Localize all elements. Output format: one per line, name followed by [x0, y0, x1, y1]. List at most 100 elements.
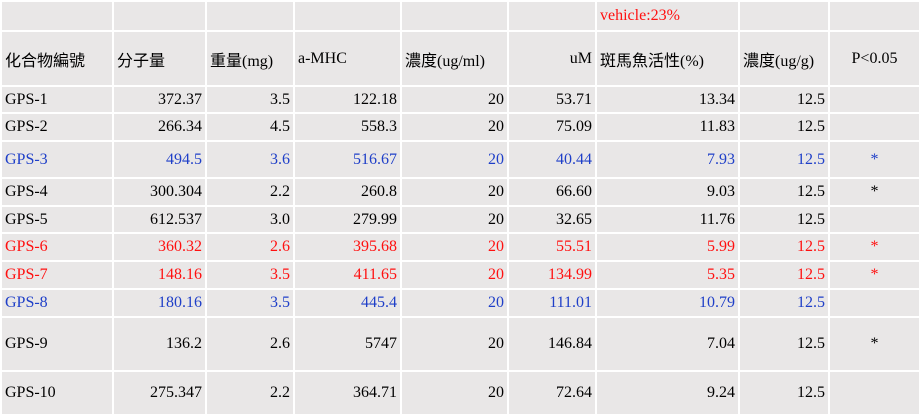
- header-row: 化合物編號 分子量 重量(mg) a-MHC 濃度(ug/ml) uM 斑馬魚活性(%) 濃度…: [0, 30, 919, 87]
- cell: 558.3: [293, 112, 402, 142]
- column-header: 濃度(ug/ml): [400, 30, 509, 87]
- cell: 13.34: [595, 85, 740, 114]
- cell: 20: [400, 177, 509, 207]
- cell: 75.09: [507, 112, 597, 142]
- cell: GPS-8: [0, 288, 114, 318]
- cell: 55.51: [507, 232, 597, 262]
- cell: 12.5: [738, 177, 830, 207]
- data-row: GPS-8 180.16 3.5 445.4 20 111.01 10.79 12.5: [0, 288, 919, 318]
- cell: [507, 0, 597, 32]
- cell: [828, 0, 919, 32]
- cell: [400, 0, 509, 32]
- cell: 20: [400, 112, 509, 142]
- cell: 9.24: [595, 370, 740, 416]
- cell: 20: [400, 232, 509, 262]
- cell: 11.83: [595, 112, 740, 142]
- cell: [828, 85, 919, 114]
- cell: 9.03: [595, 177, 740, 207]
- significance: *: [828, 140, 919, 179]
- cell: [112, 0, 207, 32]
- cell: GPS-1: [0, 85, 114, 114]
- cell: 3.0: [205, 205, 295, 234]
- cell: 7.93: [595, 140, 740, 179]
- cell: 12.5: [738, 140, 830, 179]
- cell: 266.34: [112, 112, 207, 142]
- cell: 2.6: [205, 232, 295, 262]
- cell: 279.99: [293, 205, 402, 234]
- cell: 12.5: [738, 205, 830, 234]
- cell: [828, 370, 919, 416]
- cell: 372.37: [112, 85, 207, 114]
- cell: 12.5: [738, 232, 830, 262]
- cell: GPS-6: [0, 232, 114, 262]
- cell: 395.68: [293, 232, 402, 262]
- note-row: vehicle:23%: [0, 0, 919, 32]
- cell: 360.32: [112, 232, 207, 262]
- cell: GPS-9: [0, 316, 114, 372]
- data-row: GPS-7 148.16 3.5 411.65 20 134.99 5.35 12.5 *: [0, 260, 919, 290]
- data-row: GPS-6 360.32 2.6 395.68 20 55.51 5.99 12.5 *: [0, 232, 919, 262]
- cell: 411.65: [293, 260, 402, 290]
- cell: 146.84: [507, 316, 597, 372]
- cell: GPS-3: [0, 140, 114, 179]
- cell: 612.537: [112, 205, 207, 234]
- cell: 3.5: [205, 260, 295, 290]
- cell: GPS-4: [0, 177, 114, 207]
- data-row: GPS-10 275.347 2.2 364.71 20 72.64 9.24 12.5: [0, 370, 919, 416]
- cell: 20: [400, 140, 509, 179]
- cell: 2.6: [205, 316, 295, 372]
- cell: 180.16: [112, 288, 207, 318]
- data-row: GPS-2 266.34 4.5 558.3 20 75.09 11.83 12.5: [0, 112, 919, 142]
- cell: 7.04: [595, 316, 740, 372]
- cell: 260.8: [293, 177, 402, 207]
- column-header: uM: [507, 30, 597, 87]
- cell: 10.79: [595, 288, 740, 318]
- cell: 2.2: [205, 177, 295, 207]
- cell: 364.71: [293, 370, 402, 416]
- data-row: GPS-9 136.2 2.6 5747 20 146.84 7.04 12.5 *: [0, 316, 919, 372]
- cell: [205, 0, 295, 32]
- cell: 122.18: [293, 85, 402, 114]
- cell: 12.5: [738, 316, 830, 372]
- cell: 12.5: [738, 260, 830, 290]
- cell: 136.2: [112, 316, 207, 372]
- cell: 20: [400, 288, 509, 318]
- cell: 53.71: [507, 85, 597, 114]
- cell: 5.99: [595, 232, 740, 262]
- cell: 20: [400, 85, 509, 114]
- cell: 494.5: [112, 140, 207, 179]
- cell: [828, 112, 919, 142]
- cell: 4.5: [205, 112, 295, 142]
- cell: 20: [400, 370, 509, 416]
- cell: [828, 205, 919, 234]
- data-row: GPS-5 612.537 3.0 279.99 20 32.65 11.76 12.5: [0, 205, 919, 234]
- cell: 12.5: [738, 85, 830, 114]
- cell: 72.64: [507, 370, 597, 416]
- column-header: a-MHC: [293, 30, 402, 87]
- significance: *: [828, 260, 919, 290]
- cell: 20: [400, 260, 509, 290]
- column-header: 分子量: [112, 30, 207, 87]
- cell: 20: [400, 316, 509, 372]
- significance: *: [828, 316, 919, 372]
- cell: [828, 288, 919, 318]
- header-note: vehicle:23%: [595, 0, 740, 32]
- column-header: P<0.05: [828, 30, 919, 87]
- data-row: GPS-1 372.37 3.5 122.18 20 53.71 13.34 12.5: [0, 85, 919, 114]
- cell: GPS-5: [0, 205, 114, 234]
- cell: GPS-7: [0, 260, 114, 290]
- cell: 40.44: [507, 140, 597, 179]
- cell: 300.304: [112, 177, 207, 207]
- column-header: 濃度(ug/g): [738, 30, 830, 87]
- cell: 3.6: [205, 140, 295, 179]
- cell: 5.35: [595, 260, 740, 290]
- cell: 66.60: [507, 177, 597, 207]
- cell: 148.16: [112, 260, 207, 290]
- cell: 32.65: [507, 205, 597, 234]
- cell: 275.347: [112, 370, 207, 416]
- data-row: GPS-4 300.304 2.2 260.8 20 66.60 9.03 12.5 *: [0, 177, 919, 207]
- data-row: GPS-3 494.5 3.6 516.67 20 40.44 7.93 12.5 *: [0, 140, 919, 179]
- cell: [0, 0, 114, 32]
